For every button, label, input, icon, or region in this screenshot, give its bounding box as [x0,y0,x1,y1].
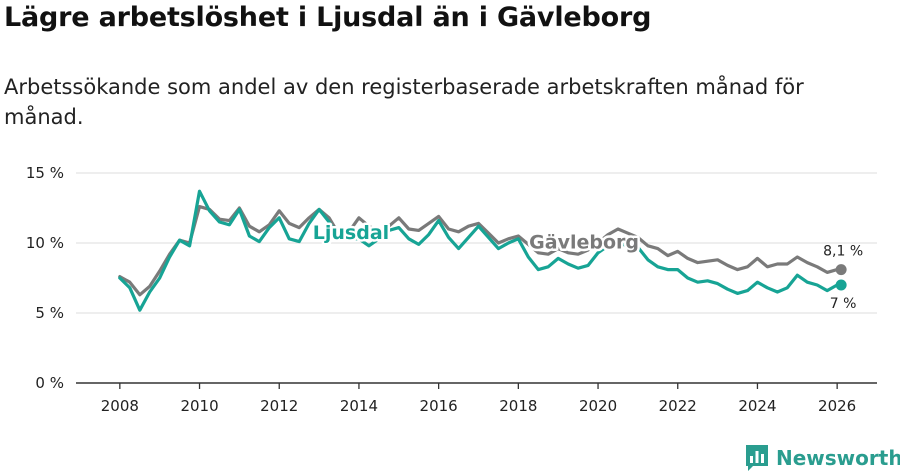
y-tick-label: 0 % [35,374,64,392]
y-tick-label: 15 % [26,164,64,182]
x-tick-label: 2018 [499,397,537,415]
x-tick-label: 2014 [340,397,378,415]
ljusdal-line [118,189,843,312]
gavleborg-line [118,205,843,297]
series-lines [118,189,847,312]
series-labels: 8,1 % 7 % Ljusdal Gävleborg [310,219,863,312]
newsworthy-logo-icon [746,445,768,471]
gavleborg-series-label: Gävleborg [529,232,639,254]
gavleborg-end-marker [835,264,847,276]
ljusdal-series-label: Ljusdal [313,222,389,244]
chart-title: Lägre arbetslöshet i Ljusdal än i Gävleb… [4,2,652,33]
x-tick-label: 2016 [420,397,458,415]
newsworthy-logo: Newsworthy [745,444,900,472]
x-tick-label: 2020 [579,397,617,415]
x-tick-label: 2022 [659,397,697,415]
gavleborg-end-value: 8,1 % [823,244,863,260]
chart-subtitle: Arbetssökande som andel av den registerb… [4,75,804,129]
y-axis-labels: 0 % 5 % 10 % 15 % [26,164,64,392]
ljusdal-end-marker [835,279,847,291]
x-axis: 2008 2010 2012 2014 2016 2018 2020 2022 2024 2026 [76,382,877,415]
x-tick-label: 2012 [260,397,298,415]
x-tick-label: 2010 [180,397,218,415]
y-tick-label: 5 % [35,304,64,322]
brand-name: Newsworthy [776,446,900,470]
y-tick-label: 10 % [26,234,64,252]
x-tick-label: 2024 [738,397,776,415]
x-tick-label: 2026 [818,397,856,415]
ljusdal-end-value: 7 % [830,296,857,312]
x-tick-label: 2008 [101,397,139,415]
